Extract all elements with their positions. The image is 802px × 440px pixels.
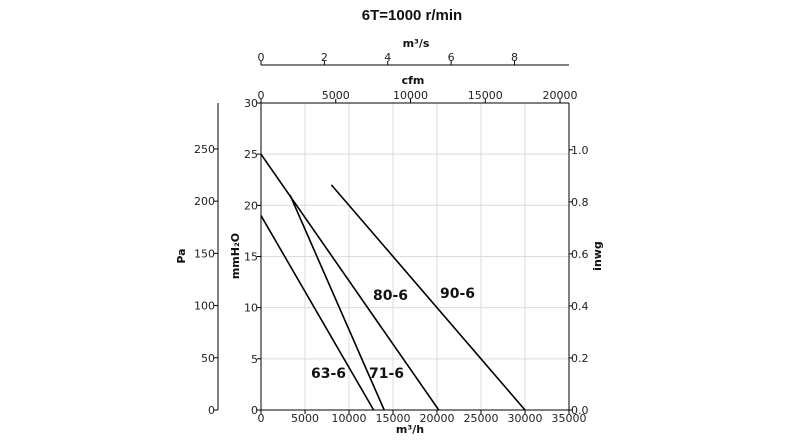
y-tick-label-main: 30 (244, 97, 258, 110)
y-axis-title-inwg: inwg (591, 241, 604, 271)
series-label-80-6: 80-6 (373, 288, 408, 304)
series-line-90-6 (330, 184, 526, 411)
x-tick-label-cfm: 20000 (543, 89, 578, 102)
x-tick-label-m3h: 5000 (291, 412, 319, 425)
x-tick-label-m3h: 25000 (464, 412, 499, 425)
series-label-71-6: 71-6 (369, 366, 404, 382)
y-tick-label-pa: 100 (194, 300, 215, 313)
x-tick-label-cfm: 15000 (468, 89, 503, 102)
y-tick-label-inwg: 0.2 (571, 352, 589, 365)
series-line-71-6 (289, 194, 385, 411)
y-axis-title-main: mmH₂O (229, 233, 242, 279)
x-tick-label-cfm: 0 (258, 89, 265, 102)
y-tick-label-pa: 200 (194, 195, 215, 208)
chart-grid (260, 102, 570, 411)
y-tick-label-inwg: 0.8 (571, 196, 589, 209)
y-tick-label-main: 0 (251, 404, 258, 417)
x-tick-label-cfm: 5000 (322, 89, 350, 102)
x-tick-label-m3h: 10000 (332, 412, 367, 425)
x-axis-title-m3s: m³/s (403, 37, 430, 50)
x-tick-label-m3h: 35000 (552, 412, 587, 425)
x-tick-label-m3h: 20000 (420, 412, 455, 425)
y-tick-label-main: 20 (244, 199, 258, 212)
x-axis-title-cfm: cfm (402, 74, 425, 87)
y-axis-title-pa: Pa (175, 248, 188, 263)
y-tick-label-inwg: 1.0 (571, 144, 589, 157)
y-tick-label-pa: 0 (208, 404, 215, 417)
series-line-80-6 (260, 153, 440, 411)
series-line-63-6 (260, 215, 375, 411)
chart-labels: 63-6 71-6 80-6 90-6 (311, 286, 475, 382)
x-tick-label-m3h: 15000 (376, 412, 411, 425)
chart-title: 6T=1000 r/min (362, 7, 462, 24)
y-tick-label-inwg: 0.4 (571, 300, 589, 313)
y-tick-label-main: 10 (244, 302, 258, 315)
y-tick-label-pa: 250 (194, 143, 215, 156)
x-tick-label-m3s: 6 (448, 51, 455, 64)
series-label-90-6: 90-6 (440, 286, 475, 302)
x-tick-label-m3h: 0 (258, 412, 265, 425)
x-tick-label-cfm: 10000 (393, 89, 428, 102)
y-tick-label-inwg: 0.0 (571, 404, 589, 417)
x-tick-label-m3s: 2 (321, 51, 328, 64)
y-tick-label-pa: 50 (201, 352, 215, 365)
y-tick-label-main: 5 (251, 353, 258, 366)
series-label-63-6: 63-6 (311, 366, 346, 382)
y-tick-label-main: 25 (244, 148, 258, 161)
chart-series (260, 153, 526, 411)
x-tick-label-m3s: 8 (511, 51, 518, 64)
x-tick-label-m3s: 4 (384, 51, 391, 64)
y-tick-label-main: 15 (244, 251, 258, 264)
y-tick-label-inwg: 0.6 (571, 248, 589, 261)
chart-axes: 0 5000 10000 15000 20000 25000 30000 35000m³/h0… (175, 37, 604, 436)
x-tick-label-m3s: 0 (258, 51, 265, 64)
x-axis-title-m3h: m³/h (396, 423, 424, 436)
y-tick-label-pa: 150 (194, 247, 215, 260)
x-tick-label-m3h: 30000 (508, 412, 543, 425)
